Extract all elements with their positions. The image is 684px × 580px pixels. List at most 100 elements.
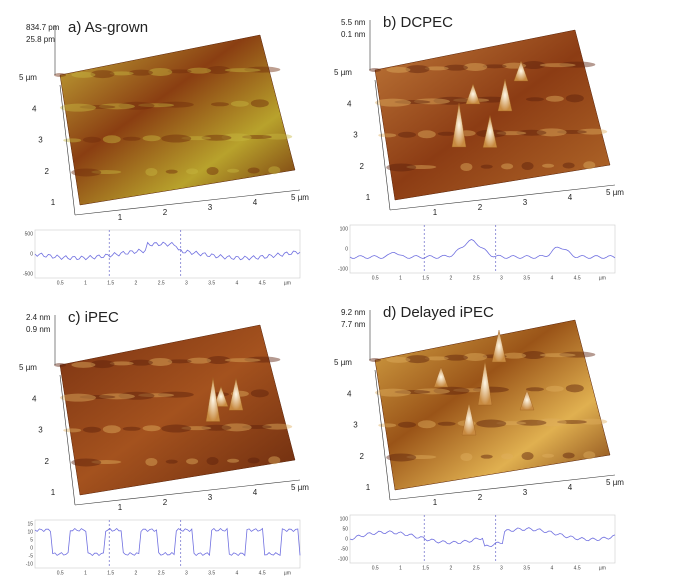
texture <box>71 362 95 368</box>
panel-title: b) DCPEC <box>383 14 453 31</box>
surface <box>375 320 610 490</box>
profile-x-label: 1.5 <box>107 280 114 286</box>
y-axis-label: 3 <box>38 426 43 435</box>
texture <box>522 452 534 460</box>
panel-title: d) Delayed iPEC <box>383 304 494 321</box>
figure: 5 µm432112345 µm834.7 pm25.8 pma) As-gro… <box>0 0 684 580</box>
profile-y-label: -10 <box>26 561 33 567</box>
texture <box>460 163 472 171</box>
texture <box>375 99 411 107</box>
x-axis-label: 1 <box>433 498 438 507</box>
texture <box>526 387 544 391</box>
z-label: 0.1 nm <box>341 30 366 39</box>
profile-y-label: -500 <box>23 271 33 277</box>
profile-x-label: 1 <box>84 280 87 286</box>
profile-y-label: -5 <box>29 553 34 559</box>
x-axis-label: 5 µm <box>606 188 624 197</box>
profile-x-label: 2.5 <box>473 275 480 281</box>
surface <box>60 325 295 495</box>
texture <box>566 94 584 102</box>
z-label: 9.2 nm <box>341 308 366 317</box>
profile-x-label: 3 <box>500 565 503 571</box>
texture <box>546 96 564 102</box>
profile-y-label: 50 <box>342 526 348 532</box>
texture <box>563 162 575 168</box>
texture <box>103 135 121 143</box>
texture <box>231 101 249 107</box>
texture <box>566 384 584 392</box>
texture <box>583 161 595 169</box>
x-axis-label: 2 <box>163 498 168 507</box>
profile-x-label: 3.5 <box>208 280 215 286</box>
texture <box>60 104 96 112</box>
profile-x-label: 2.5 <box>158 570 165 576</box>
texture <box>166 170 178 174</box>
profile-y-label: 15 <box>27 521 33 527</box>
y-axis-label: 4 <box>32 394 37 403</box>
texture <box>268 456 280 464</box>
texture <box>248 167 260 173</box>
texture <box>481 455 493 459</box>
texture <box>54 73 66 77</box>
y-axis-label: 3 <box>38 136 43 145</box>
profile-x-label: 4.5 <box>259 280 266 286</box>
profile-y-label: 0 <box>30 251 33 257</box>
profile-x-label: 4.5 <box>259 570 266 576</box>
profile-x-label: 1 <box>399 275 402 281</box>
texture <box>418 420 436 428</box>
x-axis-label: 2 <box>478 493 483 502</box>
texture <box>563 452 575 458</box>
profile-x-label: 4.5 <box>574 565 581 571</box>
x-axis-label: 2 <box>478 203 483 212</box>
texture <box>83 427 101 433</box>
x-axis-label: 3 <box>208 203 213 212</box>
texture <box>248 457 260 463</box>
x-axis-label: 3 <box>523 198 528 207</box>
texture <box>145 168 157 176</box>
x-axis-label: 5 µm <box>291 193 309 202</box>
y-axis-label: 2 <box>360 452 365 461</box>
profile-y-label: 0 <box>345 246 348 252</box>
y-axis-label: 5 µm <box>334 358 352 367</box>
y-axis-label: 2 <box>360 162 365 171</box>
texture <box>542 164 554 168</box>
y-axis-label: 1 <box>51 488 56 497</box>
x-axis-label: 1 <box>118 503 123 512</box>
texture <box>186 458 198 464</box>
texture <box>227 459 239 463</box>
profile-y-label: 0 <box>345 536 348 542</box>
x-axis-label: 2 <box>163 208 168 217</box>
texture <box>526 97 544 101</box>
y-axis-label: 4 <box>347 99 352 108</box>
profile-x-label: 1.5 <box>107 570 114 576</box>
panel-title: a) As-grown <box>68 19 148 36</box>
texture <box>123 137 141 141</box>
texture <box>460 453 472 461</box>
profile-x-label: 1 <box>399 565 402 571</box>
texture <box>583 451 595 459</box>
texture <box>369 68 381 72</box>
profile-x-label: 4 <box>551 275 554 281</box>
profile-x-label: µm <box>284 570 291 576</box>
profile-x-label: 3.5 <box>523 565 530 571</box>
y-axis-label: 2 <box>45 167 50 176</box>
profile-frame <box>350 225 615 273</box>
texture <box>225 68 261 72</box>
profile-x-label: 0.5 <box>372 565 379 571</box>
profile-x-label: 2.5 <box>158 280 165 286</box>
panel-title: c) iPEC <box>68 309 119 326</box>
x-axis-label: 3 <box>208 493 213 502</box>
texture <box>166 460 178 464</box>
texture <box>123 427 141 431</box>
x-axis-label: 5 µm <box>606 478 624 487</box>
profile-x-label: 1 <box>84 570 87 576</box>
texture <box>438 422 456 426</box>
profile-x-label: 4 <box>236 570 239 576</box>
texture <box>71 458 101 466</box>
texture <box>251 389 269 397</box>
profile-x-label: µm <box>599 565 606 571</box>
profile-x-label: µm <box>599 275 606 281</box>
profile-y-label: 500 <box>25 231 34 237</box>
x-axis-label: 5 µm <box>291 483 309 492</box>
z-label: 0.9 nm <box>26 325 51 334</box>
